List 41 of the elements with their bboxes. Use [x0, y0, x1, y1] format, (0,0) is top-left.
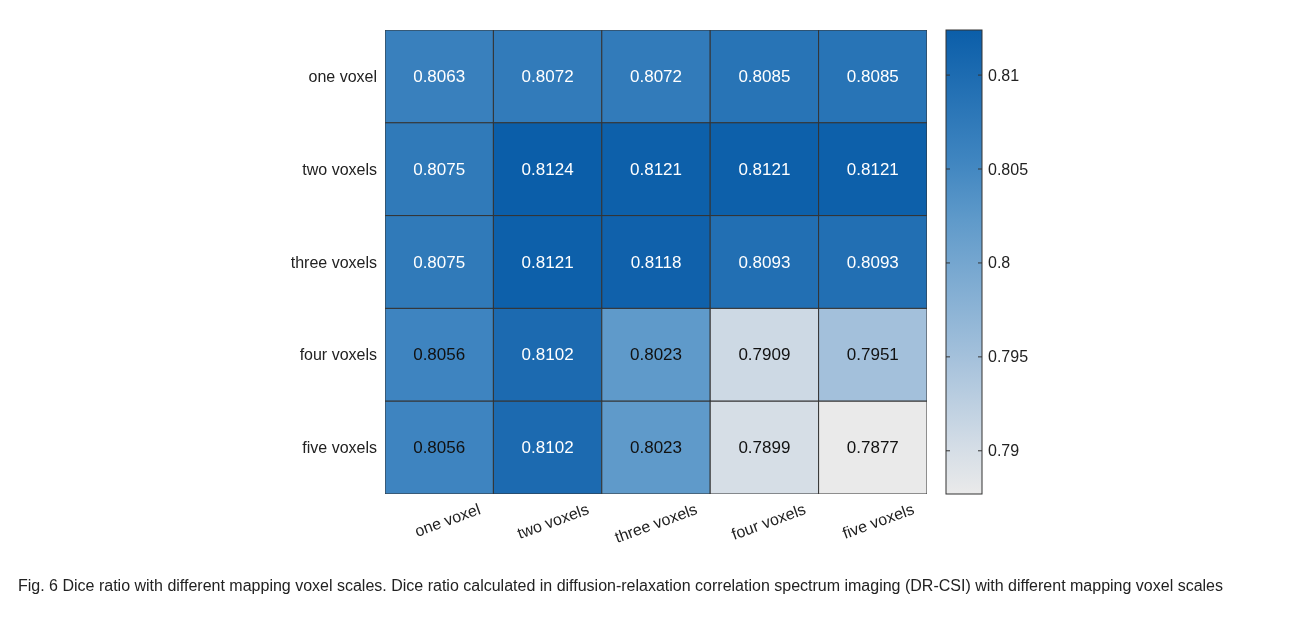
- caption: Fig. 6 Dice ratio with different mapping voxel scales. Dice ratio calculated in diffusion-relaxation correlation spectrum imaging (DR-CSI) with different mapping voxel scales: [18, 576, 1224, 596]
- data-label: 0.8102: [521, 345, 574, 365]
- color-bar-label: 0.81: [988, 66, 1020, 84]
- color-bar-label: 0.79: [988, 442, 1020, 460]
- data-label: 0.8085: [846, 66, 899, 86]
- data-label: 0.8056: [413, 345, 466, 365]
- data-label: 0.8121: [846, 159, 899, 179]
- data-label: 0.7951: [846, 345, 899, 365]
- data-label: 0.8121: [738, 159, 791, 179]
- data-label: 0.8093: [846, 252, 899, 272]
- data-label: 0.8075: [413, 252, 466, 272]
- color-bar-label: 0.805: [988, 160, 1029, 178]
- data-label: 0.8023: [630, 345, 682, 365]
- data-label: 0.7899: [738, 438, 791, 458]
- data-label: 0.8085: [738, 66, 791, 86]
- y-tick-label: four voxels: [299, 346, 377, 364]
- data-label: 0.8063: [413, 66, 466, 86]
- data-label: 0.7877: [846, 438, 899, 458]
- x-tick-label: one voxel: [412, 500, 483, 540]
- y-tick-label: two voxels: [302, 160, 377, 178]
- data-label: 0.8023: [630, 438, 682, 458]
- data-label: 0.8093: [738, 252, 791, 272]
- y-tick-label: three voxels: [290, 253, 377, 271]
- data-label: 0.8072: [630, 66, 682, 86]
- x-tick-label: five voxels: [840, 500, 917, 542]
- data-label: 0.7909: [738, 345, 791, 365]
- data-label: 0.8102: [521, 438, 574, 458]
- data-label: 0.8124: [521, 159, 574, 179]
- data-label: 0.8056: [413, 438, 466, 458]
- data-label: 0.8118: [630, 252, 682, 272]
- x-tick-label: two voxels: [514, 500, 591, 542]
- x-tick-label: three voxels: [612, 500, 700, 546]
- data-label: 0.8072: [521, 66, 574, 86]
- x-tick-label: four voxels: [729, 500, 808, 543]
- y-tick-label: five voxels: [302, 439, 377, 457]
- color-bar-label: 0.795: [988, 348, 1029, 366]
- data-label: 0.8121: [630, 159, 682, 179]
- color-bar-label: 0.8: [988, 254, 1011, 272]
- data-label: 0.8121: [521, 252, 574, 272]
- y-tick-label: one voxel: [308, 68, 377, 86]
- data-label: 0.8075: [413, 159, 466, 179]
